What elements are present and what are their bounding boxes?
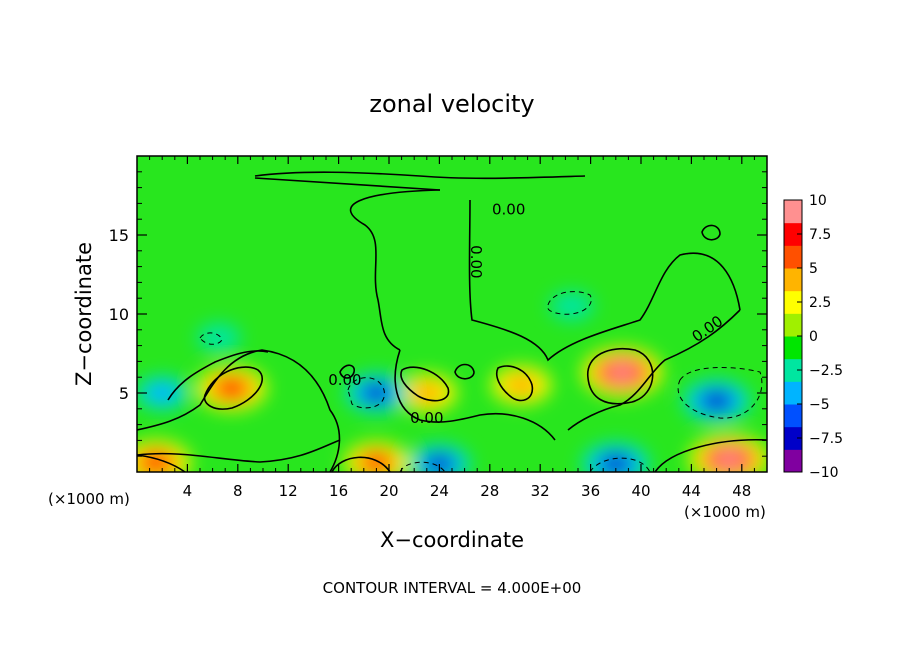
field-feature-8-level-0: [197, 323, 241, 353]
colorbar-tick-label-7: −7.5: [809, 431, 843, 447]
colorbar-tick-label-5: −2.5: [809, 363, 843, 379]
contour-interval-note: CONTOUR INTERVAL = 4.000E+00: [323, 579, 582, 597]
contour-neg-46: [677, 366, 763, 419]
zero-contour-upper-return: [254, 177, 441, 191]
field-feature-9-level-2: [600, 454, 632, 472]
x-unit-left: (×1000 m): [48, 490, 130, 508]
x-tick-label-11: 48: [732, 482, 751, 500]
colorbar-tick-label-8: −10: [809, 465, 839, 481]
plot-background: [137, 156, 767, 472]
contour-label-0: 0.00: [328, 371, 361, 389]
x-tick-label-0: 4: [183, 482, 193, 500]
plot-area: 0.000.000.000.000.00: [137, 156, 767, 472]
field-feature-3-level-1: [503, 373, 540, 397]
y-axis: 5 10 15: [109, 171, 767, 457]
x-tick-label-5: 24: [430, 482, 449, 500]
contour-neg-19: [347, 377, 385, 409]
zero-contour-upper: [254, 171, 586, 180]
contour-lines: [137, 171, 767, 472]
colorbar: 10 7.5 5 2.5 0 −2.5 −5 −7.5 −10: [783, 193, 843, 481]
field-feature-4-level-2: [701, 391, 733, 411]
contour-ring-pos-8: [203, 366, 264, 410]
field-feature-6-level-1: [145, 382, 179, 404]
colorbar-tick-label-3: 2.5: [809, 295, 831, 311]
colorbar-tick-label-2: 5: [809, 261, 818, 277]
x-tick-label-1: 8: [233, 482, 243, 500]
contour-bottom-pos-18: [331, 456, 391, 472]
contour-label-1: 0.00: [410, 409, 443, 427]
colorbar-tick-label-1: 7.5: [809, 227, 831, 243]
x-axis-label: X−coordinate: [380, 528, 524, 552]
chart-title: zonal velocity: [369, 90, 534, 118]
colorbar-segment-3: [784, 381, 802, 405]
colorbar-segment-10: [784, 222, 802, 246]
x-unit-right: (×1000 m): [684, 503, 766, 521]
y-axis-label: Z−coordinate: [72, 242, 96, 386]
colorbar-segment-9: [784, 245, 802, 269]
field-feature-7-level-0: [549, 291, 594, 321]
x-tick-label-2: 12: [279, 482, 298, 500]
contour-ring-pos-24: [400, 366, 450, 402]
contour-ring-pos-30: [495, 365, 534, 402]
colorbar-segment-5: [784, 336, 802, 360]
field-feature-10-level-2: [425, 454, 454, 472]
x-tick-label-9: 40: [631, 482, 650, 500]
x-tick-label-4: 20: [379, 482, 398, 500]
field-feature-1-level-2: [216, 378, 247, 399]
contour-ring-pos-36: [587, 348, 654, 405]
zero-contour-left-wave: [167, 350, 269, 401]
contour-bottom-pos-2: [137, 454, 186, 472]
x-tick-label-3: 16: [329, 482, 348, 500]
contour-bottom-pos-40: [654, 438, 767, 472]
colorbar-segment-11: [784, 200, 802, 224]
colorbar-tick-label-6: −5: [809, 397, 830, 413]
zero-contour-plume-right: [468, 199, 741, 362]
colorbar-segment-0: [784, 449, 802, 473]
colorbar-segment-2: [784, 404, 802, 428]
y-tick-label-1: 10: [109, 305, 129, 324]
x-axis: 4 8 12 16 20 24 28 32 36 40 44 48: [149, 156, 755, 500]
field-feature-13-level-3: [715, 450, 744, 469]
zero-contour-bottom: [137, 439, 341, 463]
field-feature-2-level-1: [408, 381, 446, 405]
x-tick-label-6: 28: [480, 482, 499, 500]
x-tick-label-8: 36: [581, 482, 600, 500]
zero-contour-plume-left: [349, 189, 441, 351]
contour-label-2: 0.00: [492, 200, 525, 218]
colorbar-tick-label-4: 0: [809, 329, 818, 345]
colorbar-tick-label-0: 10: [809, 193, 827, 209]
x-tick-label-7: 32: [531, 482, 550, 500]
zero-contour-right: [567, 309, 741, 431]
colorbar-segment-1: [784, 426, 802, 450]
colorbar-segment-4: [784, 358, 802, 382]
contour-label-3: 0.00: [467, 245, 485, 278]
field-feature-0-level-3: [608, 363, 637, 382]
zero-contour-lower-left: [137, 349, 341, 472]
contour-neg-34: [547, 291, 592, 315]
contour-small-loop-45: [701, 224, 721, 241]
contour-small-loop-17: [339, 364, 355, 379]
colorbar-segment-6: [784, 313, 802, 337]
colorbar-segment-8: [784, 268, 802, 292]
colorbar-segment-7: [784, 290, 802, 314]
field-feature-5-level-2: [362, 383, 391, 403]
y-tick-label-0: 5: [119, 384, 129, 403]
zero-contour-mid: [394, 349, 556, 441]
contour-small-loop-26: [454, 363, 475, 380]
x-tick-label-10: 44: [682, 482, 701, 500]
y-tick-label-2: 15: [109, 226, 129, 245]
